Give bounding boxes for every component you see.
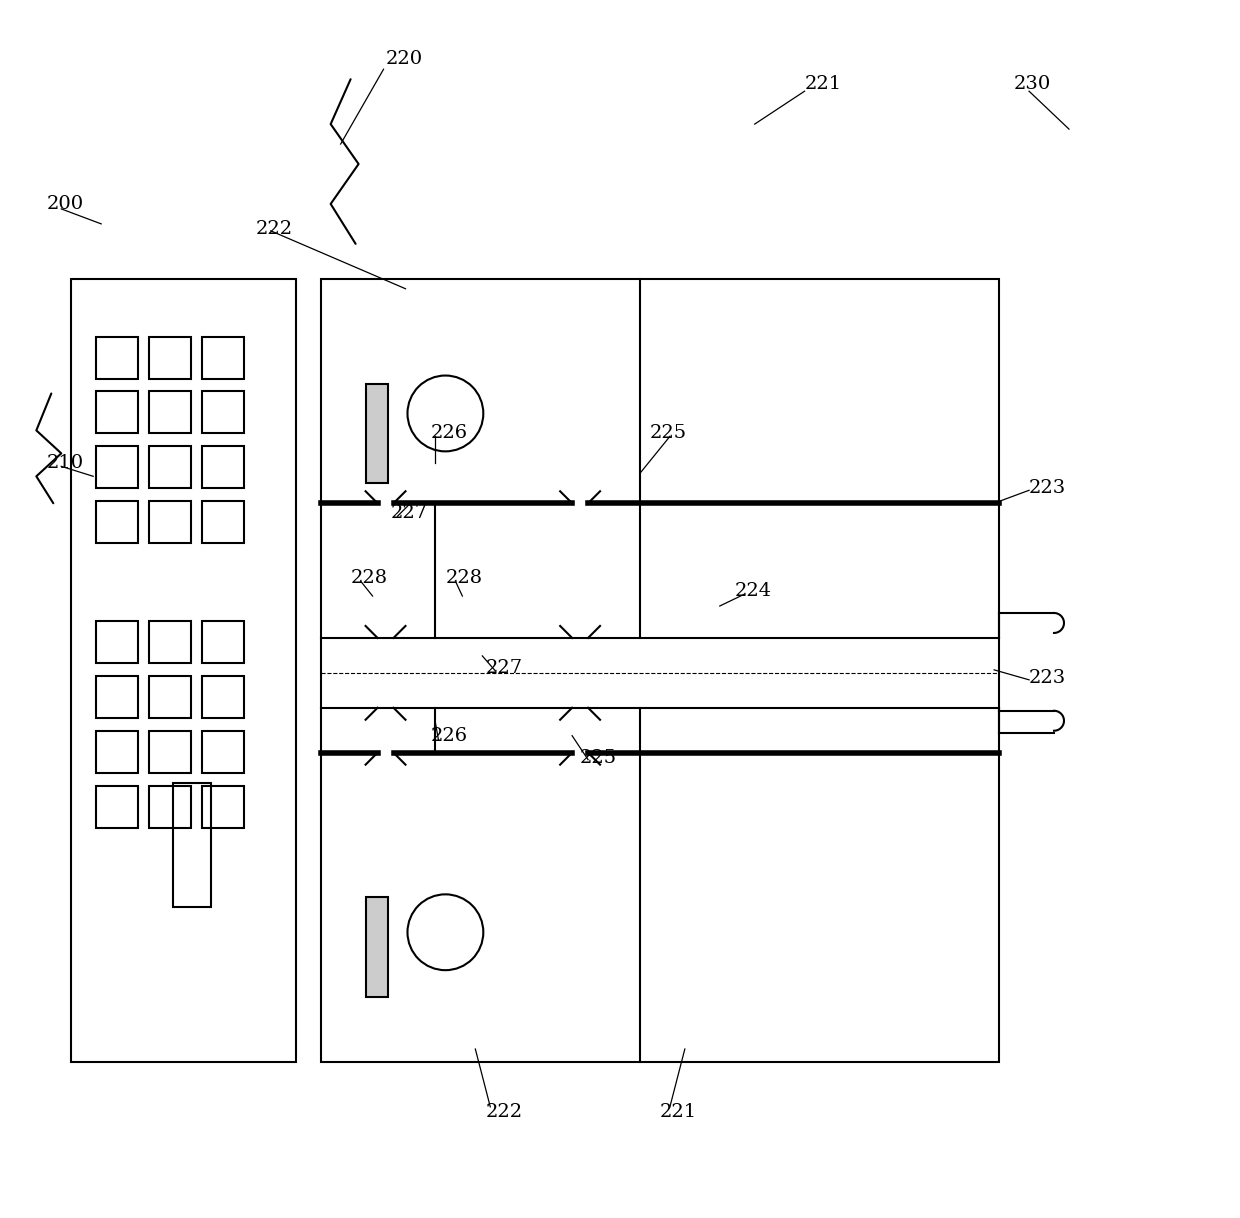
Bar (321, 279, 999, 638)
Bar (321, 708, 999, 1062)
Bar (202, 446, 244, 488)
Bar (149, 731, 191, 772)
Bar (149, 621, 191, 663)
Bar (202, 336, 244, 379)
Bar (202, 731, 244, 772)
Text: 226: 226 (430, 727, 467, 744)
Bar (97, 502, 138, 543)
Bar (149, 676, 191, 717)
Bar (97, 621, 138, 663)
Text: 224: 224 (735, 582, 771, 600)
Bar (97, 731, 138, 772)
Text: 227: 227 (485, 659, 522, 677)
Text: 225: 225 (580, 749, 618, 766)
Text: 227: 227 (391, 504, 428, 523)
Text: 223: 223 (1029, 669, 1066, 687)
Bar (149, 786, 191, 827)
Bar (97, 336, 138, 379)
Bar (202, 391, 244, 434)
Bar (149, 446, 191, 488)
Text: 220: 220 (386, 50, 423, 68)
Bar (97, 446, 138, 488)
Text: 222: 222 (255, 220, 293, 238)
Bar (149, 502, 191, 543)
Text: 225: 225 (650, 424, 687, 442)
Bar (97, 391, 138, 434)
Text: 223: 223 (1029, 479, 1066, 497)
Bar (149, 391, 191, 434)
Bar (202, 786, 244, 827)
Text: 222: 222 (485, 1102, 522, 1121)
Text: 210: 210 (46, 454, 83, 473)
Bar (149, 336, 191, 379)
Bar (366, 384, 388, 484)
Bar (202, 502, 244, 543)
Text: 228: 228 (445, 569, 482, 587)
Bar (174, 783, 211, 907)
Bar (202, 676, 244, 717)
Text: 230: 230 (1014, 76, 1052, 94)
Bar (97, 676, 138, 717)
Text: 226: 226 (430, 424, 467, 442)
Text: 221: 221 (805, 76, 842, 94)
Bar (97, 786, 138, 827)
Bar (366, 898, 388, 998)
Text: 200: 200 (46, 195, 83, 213)
Bar (202, 621, 244, 663)
Bar (71, 279, 296, 1062)
Text: 221: 221 (660, 1102, 697, 1121)
Text: 228: 228 (351, 569, 388, 587)
